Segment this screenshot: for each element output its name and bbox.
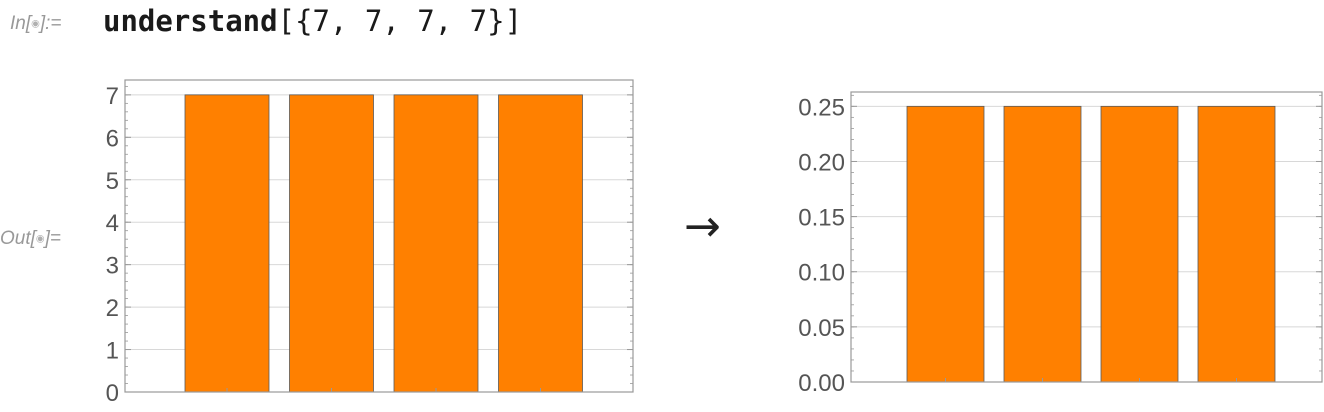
cell-marker-icon: ◉ bbox=[31, 18, 40, 30]
output-bar-chart: 0.00 0.05 0.10 0.15 0.20 0.25 bbox=[798, 91, 1323, 397]
input-cell-label: In[◉]:= bbox=[10, 13, 62, 34]
output-cell-label: Out[◉]= bbox=[0, 228, 62, 249]
input-bar-chart: 0 1 2 3 4 5 6 7 bbox=[106, 79, 634, 407]
cell-marker-icon: ◉ bbox=[35, 233, 45, 245]
bar-4 bbox=[1197, 105, 1276, 383]
bar-3 bbox=[393, 94, 479, 393]
input-function-name: understand bbox=[103, 4, 278, 38]
y-tick-label: 4 bbox=[106, 210, 119, 237]
y-tick-label: 3 bbox=[106, 253, 119, 280]
bar-3 bbox=[1100, 105, 1179, 383]
transform-arrow-icon: → bbox=[684, 201, 721, 252]
y-tick-label: 1 bbox=[106, 338, 119, 365]
y-tick-label: 0.25 bbox=[798, 94, 845, 121]
bar-4 bbox=[498, 94, 583, 393]
bar-1 bbox=[906, 105, 985, 383]
bar-2 bbox=[289, 94, 374, 393]
y-tick-label: 5 bbox=[106, 168, 119, 195]
input-code[interactable]: understand[{7, 7, 7, 7}] bbox=[103, 4, 522, 38]
input-arguments: [{7, 7, 7, 7}] bbox=[277, 4, 523, 38]
y-tick-label: 0.05 bbox=[798, 315, 845, 342]
plot-frame bbox=[850, 91, 1323, 383]
bar-1 bbox=[184, 94, 270, 393]
y-tick-label: 2 bbox=[106, 295, 119, 322]
y-tick-label: 0 bbox=[106, 380, 119, 407]
y-tick-label: 0.00 bbox=[798, 370, 845, 397]
y-tick-label: 6 bbox=[106, 125, 119, 152]
y-tick-label: 0.15 bbox=[798, 205, 845, 232]
bar-2 bbox=[1003, 105, 1082, 383]
y-tick-label: 0.20 bbox=[798, 149, 845, 176]
y-tick-label: 0.10 bbox=[798, 260, 845, 287]
plot-frame bbox=[124, 79, 634, 393]
y-tick-label: 7 bbox=[106, 83, 119, 110]
